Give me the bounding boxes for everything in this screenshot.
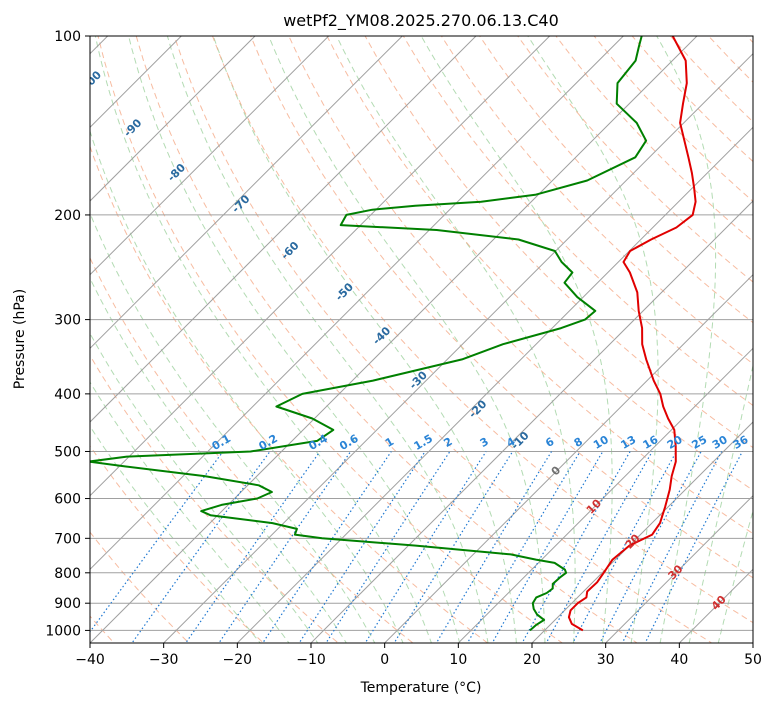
x-tick-label: −20 [223, 652, 253, 668]
dry-adiabat-line [326, 36, 753, 491]
y-tick-label: 300 [54, 313, 81, 329]
mixing-ratio-line [435, 451, 553, 643]
isotherm-line [605, 494, 753, 643]
moist-adiabat-line [166, 36, 489, 643]
dewpoint-line [90, 36, 648, 632]
isotherm-line [163, 52, 753, 643]
x-tick-label: 10 [449, 652, 467, 668]
temperature-line [567, 36, 697, 632]
chart-title: wetPf2_YM08.2025.270.06.13.C40 [283, 11, 559, 31]
dry-adiabat-line [517, 36, 753, 283]
isotherm-line [90, 36, 477, 423]
x-tick-label: −40 [75, 652, 105, 668]
moist-adiabat-line [688, 363, 753, 643]
mixing-ratio-line [521, 451, 631, 643]
moist-adiabat-line [90, 381, 290, 643]
x-tick-label: 40 [670, 652, 688, 668]
y-tick-label: 200 [54, 208, 81, 224]
mixing-ratio-line [298, 451, 426, 643]
x-tick-label: 20 [523, 652, 541, 668]
isotherm-line [310, 200, 753, 643]
moist-adiabat-line [717, 509, 753, 643]
isotherm-line [90, 36, 551, 497]
dry-adiabat-line [90, 354, 339, 643]
mixing-ratio-line [325, 451, 451, 643]
isotherm-line [457, 347, 753, 643]
y-tick-label: 800 [54, 566, 81, 582]
x-tick-label: 30 [597, 652, 615, 668]
mixing-ratio-line [262, 451, 392, 643]
y-tick-label: 900 [54, 596, 81, 612]
moist-adiabat-line [420, 36, 613, 643]
mixing-ratio-line [131, 451, 271, 643]
moist-adiabat-line [527, 36, 659, 643]
dry-adiabat-line [90, 445, 265, 643]
y-tick-label: 100 [54, 29, 81, 45]
y-tick-label: 700 [54, 531, 81, 547]
moist-adiabat-line [90, 332, 319, 643]
moist-adiabat-line [212, 36, 518, 643]
mixing-ratio-line [364, 451, 487, 643]
moist-adiabat-line [336, 36, 576, 643]
moist-adiabat-line [94, 36, 432, 643]
dry-adiabat-line [364, 36, 753, 449]
y-tick-label: 500 [54, 444, 81, 460]
moist-adiabat-line [90, 211, 376, 643]
isotherm-line [90, 36, 330, 276]
mixing-ratio-line [393, 451, 514, 643]
moist-adiabat-line [90, 425, 261, 643]
dry-adiabat-line [250, 36, 753, 579]
dry-adiabat-line [90, 145, 489, 643]
mixing-ratio-lines [90, 451, 743, 643]
mixing-ratio-line [621, 451, 723, 643]
moist-adiabat-line [128, 36, 461, 643]
dry-adiabats [90, 36, 753, 643]
moist-adiabats [90, 36, 753, 643]
dry-adiabat-line [402, 36, 753, 407]
mixing-ratio-line [572, 451, 678, 643]
moist-adiabat-line [656, 36, 717, 643]
dry-adiabat-line [90, 531, 190, 643]
dry-adiabat-line [135, 36, 638, 643]
isotherm-line [90, 36, 624, 571]
isotherm-line [90, 36, 403, 350]
moist-adiabat-line [90, 277, 347, 643]
sounding-series [90, 36, 697, 632]
isotherm-line [90, 36, 256, 202]
x-tick-label: −10 [296, 652, 326, 668]
isobars [90, 36, 753, 631]
moist-adiabat-line [268, 36, 546, 643]
x-tick-label: 0 [380, 652, 389, 668]
dry-adiabat-line [173, 36, 713, 643]
y-tick-label: 600 [54, 492, 81, 508]
isotherm-line [531, 421, 753, 643]
isotherm-line [384, 273, 753, 643]
dry-adiabat-line [97, 36, 564, 643]
plot-frame [89, 35, 754, 644]
isotherm-line [236, 126, 753, 643]
y-axis-label: Pressure (hPa) [12, 289, 28, 389]
mixing-ratio-line [466, 451, 581, 643]
y-tick-label: 400 [54, 387, 81, 403]
dry-adiabat-line [211, 36, 753, 624]
dry-adiabat-line [90, 256, 414, 643]
y-tick-label: 1000 [45, 623, 81, 639]
plot-area: -100-90-80-70-60-50-40-30-20-10010203040… [90, 36, 753, 643]
y-axis: 100 200 300 400 500 600 700 800 900 1000 [45, 29, 90, 639]
x-axis-label: Temperature (°C) [360, 680, 482, 696]
x-tick-label: 50 [744, 652, 762, 668]
x-tick-label: −30 [149, 652, 179, 668]
mixing-ratio-line [599, 451, 702, 643]
isotherm-line [90, 36, 698, 643]
x-axis: −40 −30 −20 −10 0 10 20 30 40 50 [75, 643, 762, 668]
mixing-ratio-line [545, 451, 653, 643]
isotherms [90, 36, 753, 643]
mixing-ratio-line [491, 451, 604, 643]
